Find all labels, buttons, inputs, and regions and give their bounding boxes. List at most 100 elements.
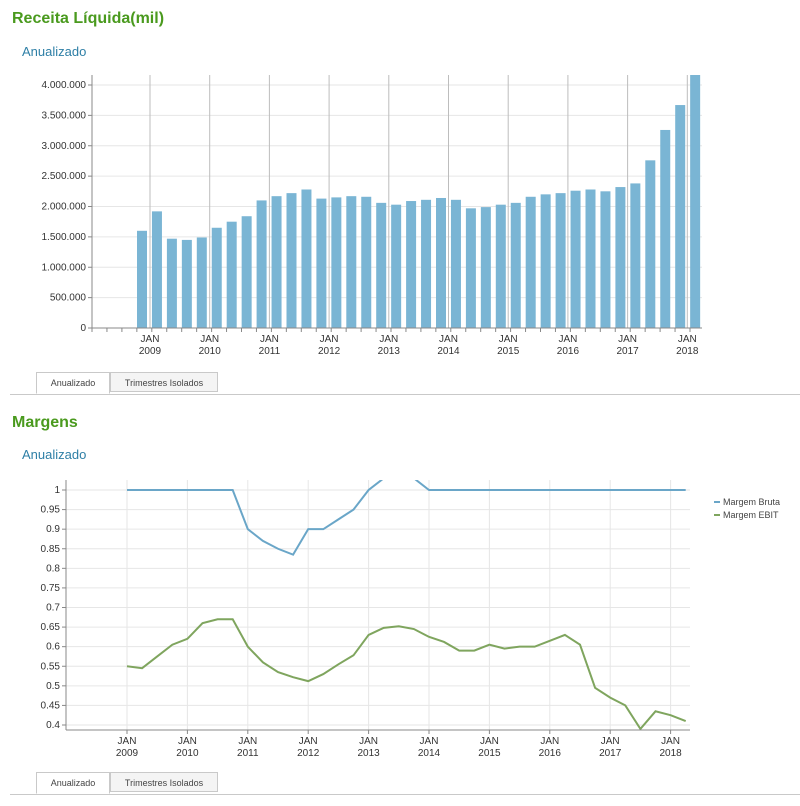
bar (495, 204, 506, 328)
y-tick-label: 1 (54, 485, 60, 496)
bar (361, 196, 372, 328)
x-tick-label: JAN (439, 334, 458, 345)
legend-swatch (714, 500, 720, 503)
x-tick-label: 2009 (139, 346, 162, 357)
bar (256, 200, 267, 328)
y-tick-label: 3.000.000 (42, 141, 87, 152)
y-tick-label: 3.500.000 (42, 110, 87, 121)
bar (645, 160, 656, 328)
y-tick-label: 1.500.000 (42, 232, 87, 243)
y-tick-label: 2.000.000 (42, 202, 87, 213)
bar (196, 237, 207, 328)
legend-item-margem-bruta[interactable]: Margem Bruta (714, 495, 780, 508)
y-tick-label: 1.000.000 (42, 262, 87, 273)
legend-label: Margem EBIT (723, 509, 779, 520)
x-tick-label: JAN (499, 334, 518, 345)
x-tick-label: 2012 (318, 346, 341, 357)
bar (181, 239, 192, 328)
x-tick-label: 2015 (478, 748, 501, 759)
tab-margins-anualizado[interactable]: Anualizado (36, 772, 110, 794)
x-tick-label: 2017 (616, 346, 639, 357)
x-tick-label: JAN (678, 334, 697, 345)
bar (630, 183, 641, 328)
x-tick-label: 2014 (437, 346, 460, 357)
x-tick-label: 2014 (418, 748, 441, 759)
x-tick-label: JAN (320, 334, 339, 345)
bar (450, 199, 461, 328)
bar (555, 193, 566, 328)
x-tick-label: 2012 (297, 748, 320, 759)
x-tick-label: JAN (661, 736, 680, 747)
x-tick-label: 2013 (378, 346, 401, 357)
bar (436, 197, 446, 328)
series-line-margem-ebit (126, 618, 687, 730)
x-tick-label: 2010 (176, 748, 199, 759)
y-tick-label: 0.4 (46, 720, 60, 731)
legend-item-margem-ebit[interactable]: Margem EBIT (714, 508, 780, 521)
y-tick-label: 0.5 (46, 681, 60, 692)
bar (660, 129, 671, 328)
y-tick-label: 4.000.000 (42, 80, 87, 91)
legend-swatch (714, 513, 720, 516)
bar (151, 211, 162, 328)
y-tick-label: 0.6 (46, 642, 60, 653)
x-tick-label: 2016 (557, 346, 580, 357)
bar (331, 197, 342, 328)
bar (286, 193, 297, 328)
x-tick-label: 2015 (497, 346, 520, 357)
bar (690, 75, 701, 328)
bar (510, 202, 521, 328)
y-tick-label: 0.45 (41, 700, 61, 711)
bar (675, 105, 686, 328)
revenue-chart-title: Receita Líquida(mil) (12, 10, 165, 27)
y-tick-label: 0.65 (41, 622, 61, 633)
y-tick-label: 0.8 (46, 563, 60, 574)
x-tick-label: 2011 (259, 346, 281, 357)
tab-revenue-anualizado[interactable]: Anualizado (36, 372, 110, 394)
x-tick-label: JAN (601, 736, 620, 747)
bar (226, 221, 237, 328)
y-tick-label: 2.500.000 (42, 171, 87, 182)
x-tick-label: JAN (420, 736, 439, 747)
revenue-chart-subtitle: Anualizado (22, 44, 87, 59)
x-tick-label: JAN (480, 736, 499, 747)
x-tick-label: 2018 (659, 748, 682, 759)
bar (421, 199, 432, 328)
x-tick-label: 2017 (599, 748, 622, 759)
x-tick-label: JAN (260, 334, 279, 345)
margins-line-chart: 0.4 0.45 0.5 0.55 0.6 0.65 0.7 0.75 0.8 0.85 0.9 0.… (41, 480, 690, 759)
x-tick-label: 2013 (357, 748, 380, 759)
bar (271, 196, 282, 328)
tab-margins-trimestres-isolados[interactable]: Trimestres Isolados (110, 772, 218, 792)
bar (540, 194, 551, 328)
revenue-bar-chart: 0 500.000 1.000.000 1.500.000 2.000.000 2.500… (42, 75, 702, 357)
margins-chart-subtitle: Anualizado (22, 447, 87, 462)
bar (346, 196, 357, 328)
y-tick-label: 0.75 (41, 583, 61, 594)
y-tick-label: 0.55 (41, 661, 61, 672)
x-tick-label: 2018 (676, 346, 699, 357)
bar (585, 189, 596, 328)
bar (600, 191, 611, 328)
y-tick-label: 0.7 (46, 603, 60, 614)
bar (241, 216, 252, 328)
margins-chart-title: Margens (12, 414, 78, 431)
bar (465, 208, 476, 328)
x-tick-label: 2009 (116, 748, 139, 759)
tab-revenue-trimestres-isolados[interactable]: Trimestres Isolados (110, 372, 218, 392)
x-tick-label: JAN (359, 736, 378, 747)
bar (406, 201, 417, 328)
x-tick-label: 2011 (237, 748, 259, 759)
revenue-tab-bar: Anualizado Trimestres Isolados (10, 372, 800, 395)
x-tick-label: JAN (141, 334, 160, 345)
y-tick-label: 0.95 (41, 505, 61, 516)
bar (615, 187, 626, 328)
x-tick-label: JAN (200, 334, 219, 345)
x-tick-label: JAN (540, 736, 559, 747)
bar (570, 190, 581, 328)
x-tick-label: JAN (299, 736, 318, 747)
bar (316, 198, 327, 328)
y-tick-label: 0 (80, 323, 86, 334)
x-tick-label: JAN (238, 736, 257, 747)
bar (137, 230, 147, 328)
